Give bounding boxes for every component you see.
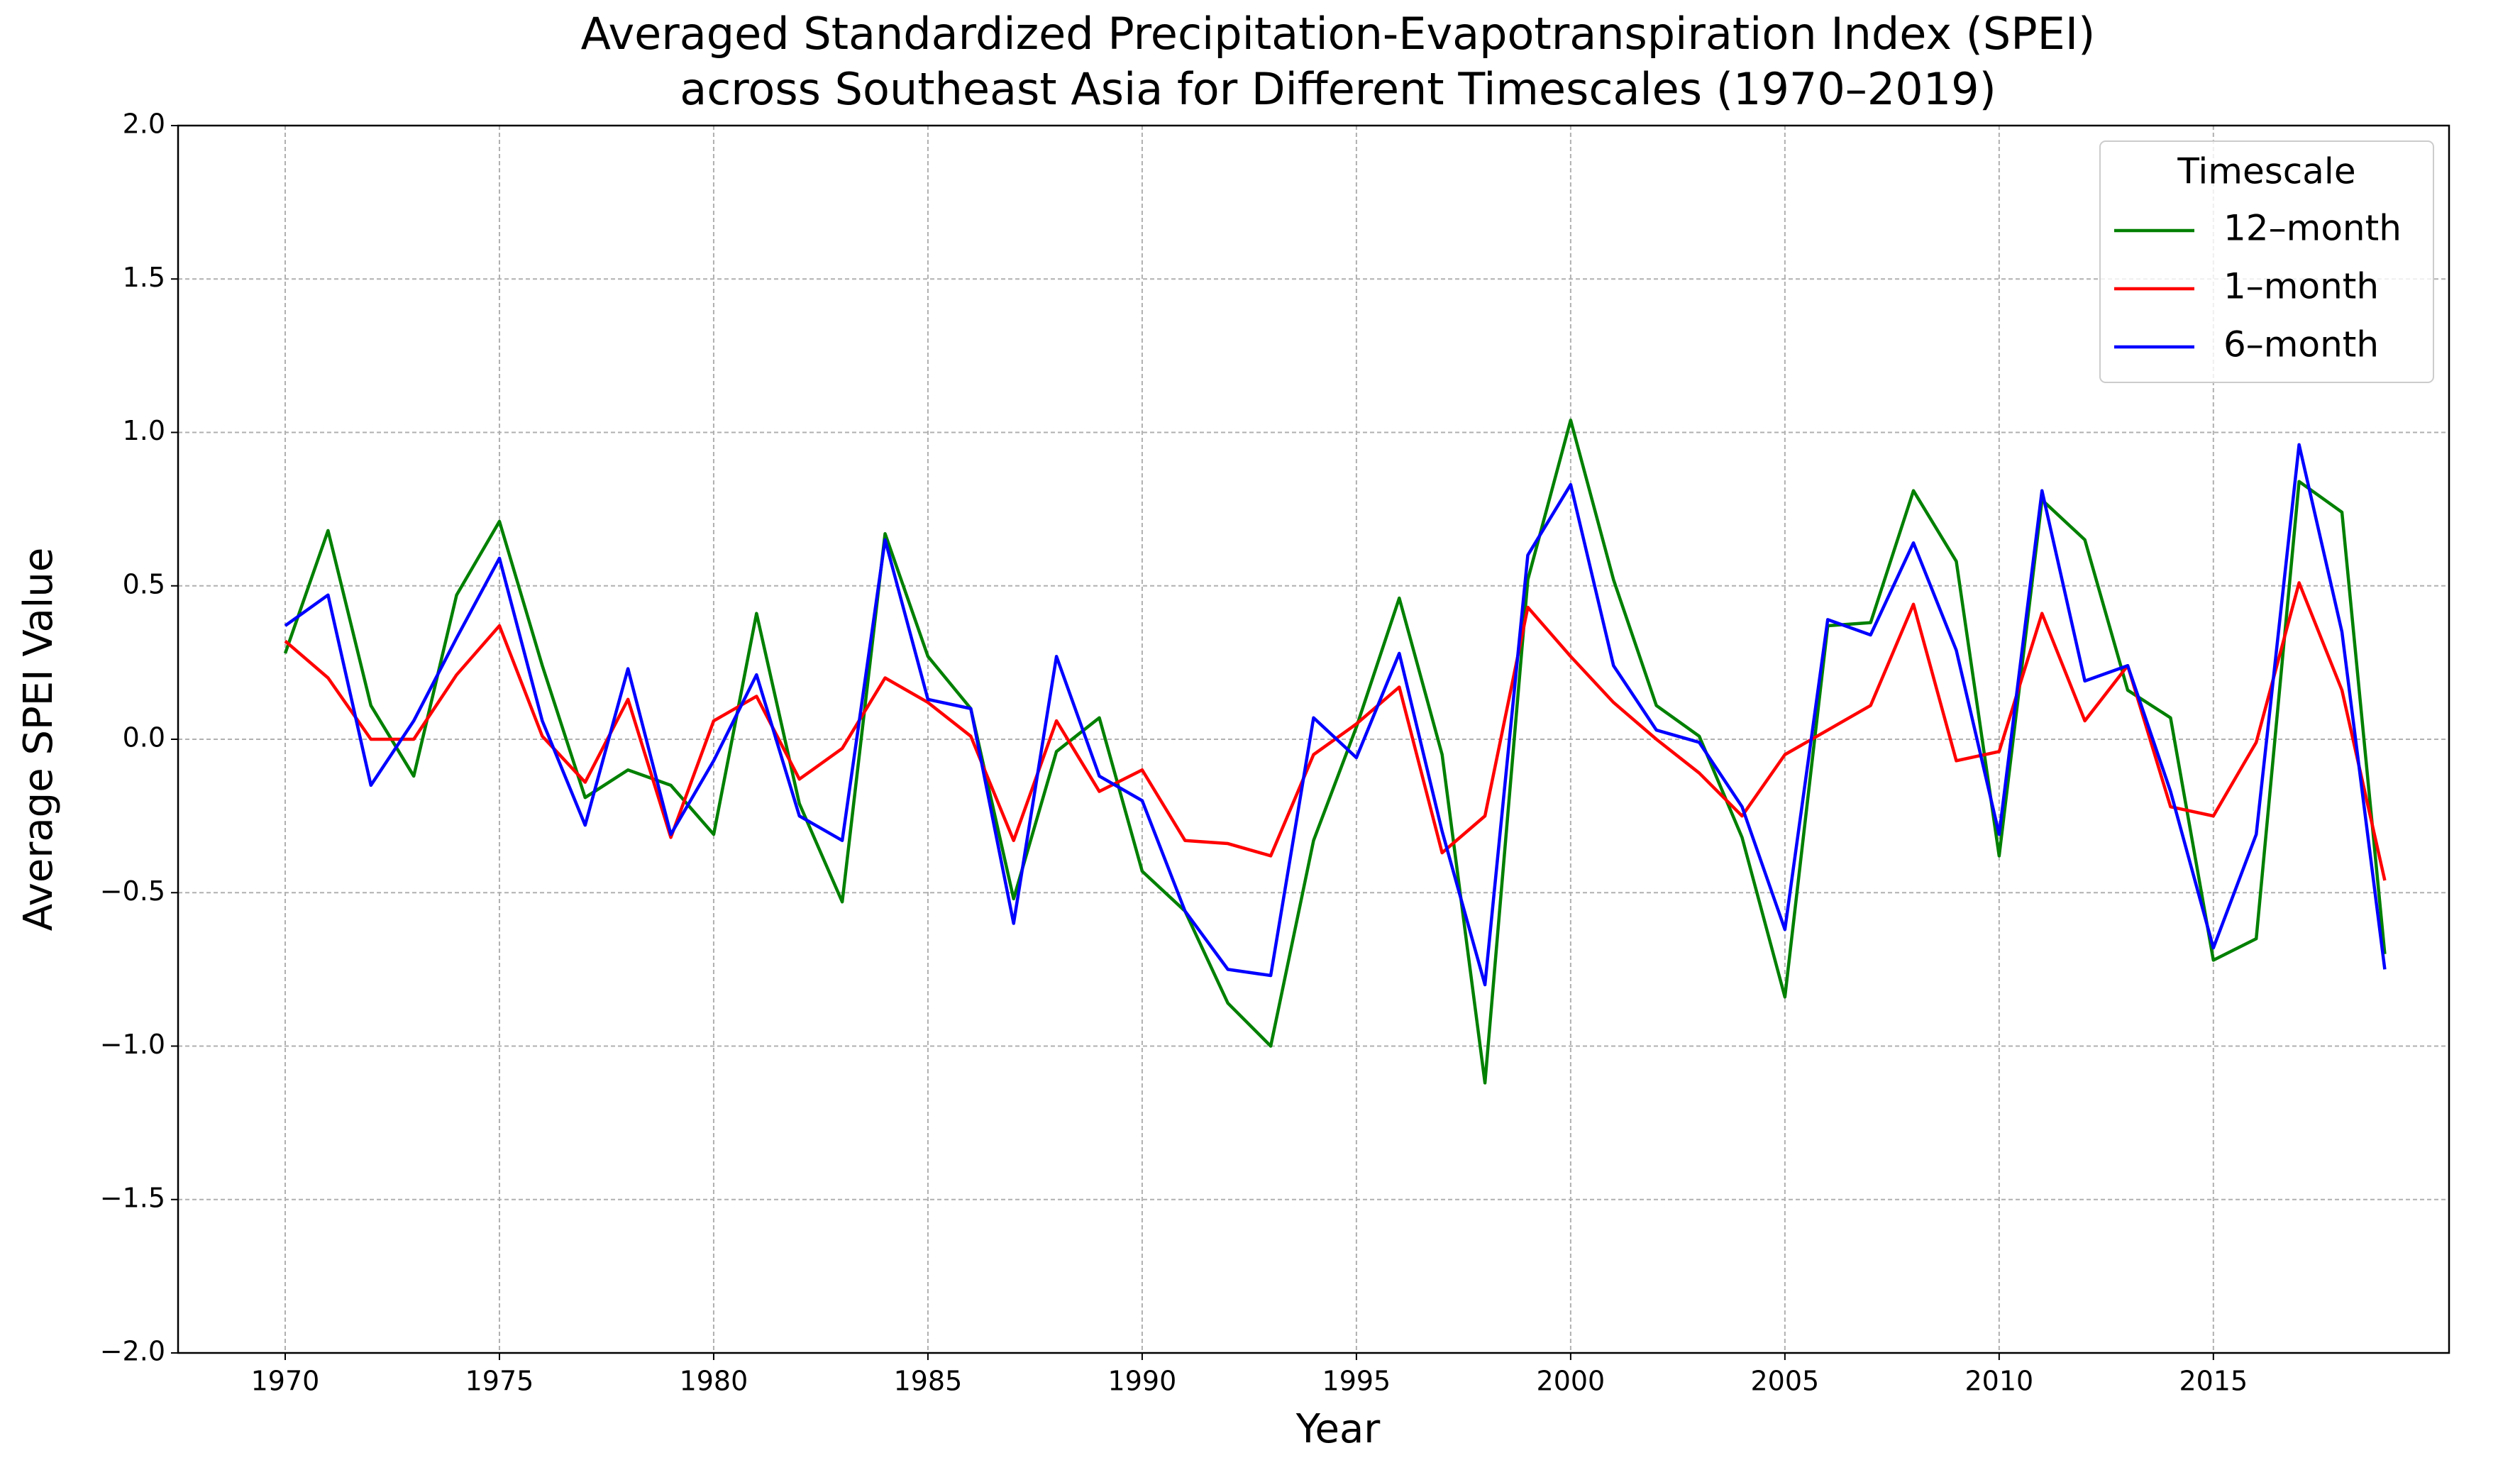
y-axis-label: Average SPEI Value bbox=[16, 548, 62, 932]
chart-title: Averaged Standardized Precipitation-Evap… bbox=[581, 8, 2096, 60]
chart-title: across Southeast Asia for Different Time… bbox=[680, 63, 1996, 115]
x-tick-label: 1980 bbox=[680, 1366, 748, 1397]
y-tick-label: −2.0 bbox=[100, 1336, 165, 1367]
y-tick-label: 0.0 bbox=[123, 722, 165, 753]
plot-frame bbox=[177, 124, 2450, 1354]
x-tick-label: 1990 bbox=[1108, 1366, 1177, 1397]
series-line bbox=[284, 581, 2387, 881]
y-tick-label: −1.0 bbox=[100, 1029, 165, 1060]
legend-label: 6–month bbox=[2223, 324, 2379, 365]
x-tick-label: 1975 bbox=[465, 1366, 534, 1397]
legend-box bbox=[2099, 140, 2434, 383]
y-tick-label: −0.5 bbox=[100, 875, 165, 907]
x-tick-label: 2015 bbox=[2179, 1366, 2248, 1397]
legend-label: 12–month bbox=[2223, 208, 2402, 249]
legend-title: Timescale bbox=[2177, 151, 2355, 192]
y-tick-label: −1.5 bbox=[100, 1182, 165, 1213]
x-tick-label: 2005 bbox=[1750, 1366, 1819, 1397]
x-tick-label: 1995 bbox=[1322, 1366, 1391, 1397]
x-tick-label: 2010 bbox=[1964, 1366, 2033, 1397]
y-tick-label: 0.5 bbox=[123, 568, 165, 599]
x-tick-label: 1985 bbox=[894, 1366, 963, 1397]
x-axis-label: Year bbox=[1295, 1406, 1381, 1452]
y-tick-label: 1.0 bbox=[123, 415, 165, 446]
series-line bbox=[284, 443, 2387, 987]
x-tick-label: 2000 bbox=[1537, 1366, 1606, 1397]
legend-label: 1–month bbox=[2223, 266, 2379, 307]
y-tick-label: 2.0 bbox=[123, 109, 165, 140]
x-tick-label: 1970 bbox=[251, 1366, 320, 1397]
y-tick-label: 1.5 bbox=[123, 262, 165, 293]
